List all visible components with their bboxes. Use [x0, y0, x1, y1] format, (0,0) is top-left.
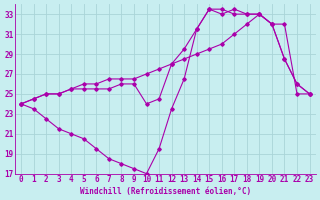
X-axis label: Windchill (Refroidissement éolien,°C): Windchill (Refroidissement éolien,°C) [80, 187, 251, 196]
